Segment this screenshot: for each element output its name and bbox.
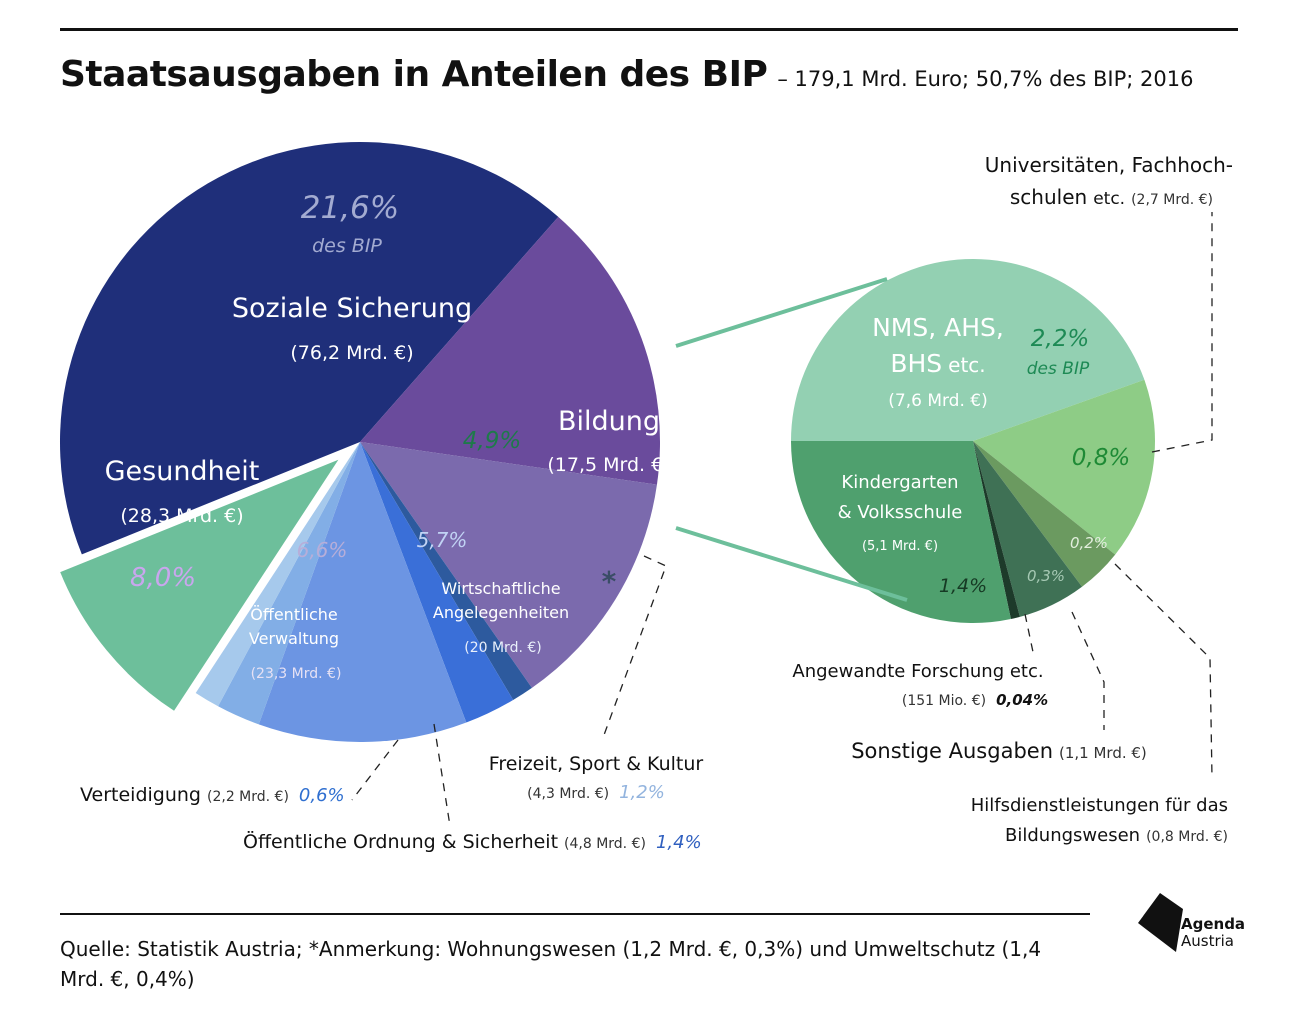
slice-wirtschaftliche-angelegenheiten [258, 442, 467, 742]
label-verteidigung-value: (2,2 Mrd. €) [207, 789, 289, 805]
label-kinder-2: & Volksschule [838, 502, 963, 523]
label-hilfs-1: Hilfsdienstleistungen für das [971, 795, 1228, 816]
label-bildung-value: (17,5 Mrd. €) [547, 454, 670, 476]
label-verteidigung-row: Verteidigung (2,2 Mrd. €) 0,6% [80, 784, 345, 806]
bottom-rule [60, 913, 1090, 915]
label-gesundheit-pct: 8,0% [130, 563, 196, 593]
connector-top [675, 277, 888, 348]
label-gesundheit-value: (28,3 Mrd. €) [120, 505, 243, 527]
label-bildung-pct: 4,9% [463, 428, 521, 454]
label-wirtschaft-value: (20 Mrd. €) [464, 640, 541, 656]
label-uni-1: Universitäten, Fachhoch- [985, 153, 1233, 177]
label-nms-2b: etc. [948, 353, 986, 377]
slice-freizeit-sport-kultur [218, 442, 360, 725]
label-nms-2a: BHS [890, 349, 942, 378]
label-forschung-pct: 0,04% [996, 691, 1048, 709]
label-sonstige-pct: 0,3% [1027, 567, 1065, 585]
label-uni-value: (2,7 Mrd. €) [1131, 192, 1213, 208]
label-verwaltung-2: Verwaltung [249, 629, 339, 648]
leader-verteidigung [351, 739, 399, 801]
label-nms-2: BHS etc. [890, 349, 985, 378]
logo-line1: Agenda [1181, 915, 1246, 933]
slice-oeffentliche-verwaltung [360, 442, 657, 688]
slice-gesundheit [360, 216, 661, 485]
label-kinder-pct: 1,4% [939, 575, 987, 597]
label-freizeit-value: (4,3 Mrd. €) [527, 786, 609, 802]
agenda-austria-logo-mark [1138, 893, 1183, 952]
label-uni-2: schulen etc. (2,7 Mrd. €) [1010, 185, 1213, 209]
slice-hilfsdienstleistungen [973, 441, 1116, 587]
leader-forschung [1024, 613, 1034, 653]
label-hilfs-2: Bildungswesen (0,8 Mrd. €) [1005, 825, 1228, 846]
label-forschung-row: (151 Mio. €) 0,04% [902, 691, 1048, 709]
label-freizeit-pct: 1,2% [619, 782, 665, 803]
slice-sonstige-ausgaben [973, 441, 1083, 617]
label-forschung-value: (151 Mio. €) [902, 693, 986, 709]
label-wirtschaft-1: Wirtschaftliche [441, 579, 560, 598]
label-verwaltung-1: Öffentliche [250, 605, 338, 624]
slice-angewandte-forschung [973, 441, 1020, 620]
label-ordnung-pct: 1,4% [656, 832, 702, 853]
label-soziale-pct: 21,6% [301, 190, 399, 226]
leader-hilfs [1114, 563, 1213, 779]
agenda-austria-logo: Agenda Austria [1181, 916, 1245, 950]
slice-universitaeten [973, 379, 1155, 555]
label-asterisk: * [602, 565, 617, 598]
label-uni-pct: 0,8% [1072, 445, 1130, 471]
main-pie [59, 141, 661, 742]
label-hilfs-value: (0,8 Mrd. €) [1146, 829, 1228, 845]
label-nms-pct: 2,2% [1031, 326, 1089, 352]
slice-oeffentliche-ordnung [360, 442, 514, 723]
label-verteidigung-pct: 0,6% [299, 785, 345, 806]
label-hilfs-pct: 0,2% [1070, 534, 1108, 552]
label-wirtschaft-pct: 5,7% [417, 528, 468, 552]
label-nms-pct-sub: des BIP [1027, 359, 1090, 379]
label-soziale-value: (76,2 Mrd. €) [290, 342, 413, 364]
slice-verteidigung [360, 442, 532, 700]
slice-bildung [60, 459, 339, 711]
label-sonstige-row: Sonstige Ausgaben (1,1 Mrd. €) [851, 739, 1147, 763]
title-main: Staatsausgaben in Anteilen des BIP [60, 54, 768, 95]
label-freizeit: Freizeit, Sport & Kultur [489, 753, 704, 775]
chart-title: Staatsausgaben in Anteilen des BIP – 179,… [60, 54, 1193, 95]
label-kinder-1: Kindergarten [841, 472, 958, 493]
label-kinder-value: (5,1 Mrd. €) [862, 539, 938, 554]
label-sonstige: Sonstige Ausgaben [851, 739, 1053, 763]
top-rule [60, 28, 1238, 31]
label-hilfs-2a: Bildungswesen [1005, 825, 1140, 846]
label-gesundheit: Gesundheit [105, 456, 260, 487]
label-verwaltung-value: (23,3 Mrd. €) [251, 666, 342, 682]
slice-nms-ahs-bhs [791, 259, 1145, 441]
label-ordnung-value: (4,8 Mrd. €) [564, 836, 646, 852]
label-sonstige-value: (1,1 Mrd. €) [1059, 744, 1147, 762]
leader-sonstige [1071, 611, 1105, 730]
source-note: Quelle: Statistik Austria; *Anmerkung: W… [60, 937, 1042, 991]
bildung-pie [790, 259, 1155, 624]
connector-bottom [675, 526, 908, 602]
label-nms-1: NMS, AHS, [872, 313, 1004, 342]
label-soziale-pct-sub: des BIP [312, 235, 382, 257]
slice-soziale-sicherung [59, 141, 559, 555]
label-verteidigung: Verteidigung [80, 784, 201, 806]
label-verwaltung-pct: 6,6% [297, 538, 348, 562]
label-ordnung-row: Öffentliche Ordnung & Sicherheit (4,8 Mrd… [243, 830, 702, 853]
label-uni-2a: schulen [1010, 185, 1087, 209]
label-bildung: Bildung [558, 406, 660, 437]
label-wirtschaft-2: Angelegenheiten [433, 603, 569, 622]
slice-wohnungswesen-umweltschutz [195, 442, 360, 707]
leader-uni [1151, 212, 1213, 453]
label-soziale: Soziale Sicherung [232, 293, 472, 324]
label-uni-2b: etc. [1093, 189, 1125, 209]
label-forschung: Angewandte Forschung etc. [792, 661, 1043, 682]
leader-lines [351, 212, 1213, 827]
slice-kindergarten-volksschule [790, 441, 1011, 624]
logo-line2: Austria [1181, 932, 1234, 950]
leader-ordnung [433, 723, 451, 827]
label-nms-value: (7,6 Mrd. €) [888, 391, 987, 411]
title-subtitle: – 179,1 Mrd. Euro; 50,7% des BIP; 2016 [777, 67, 1194, 91]
label-ordnung: Öffentliche Ordnung & Sicherheit [243, 830, 558, 853]
label-freizeit-value-row: (4,3 Mrd. €) 1,2% [527, 782, 665, 803]
